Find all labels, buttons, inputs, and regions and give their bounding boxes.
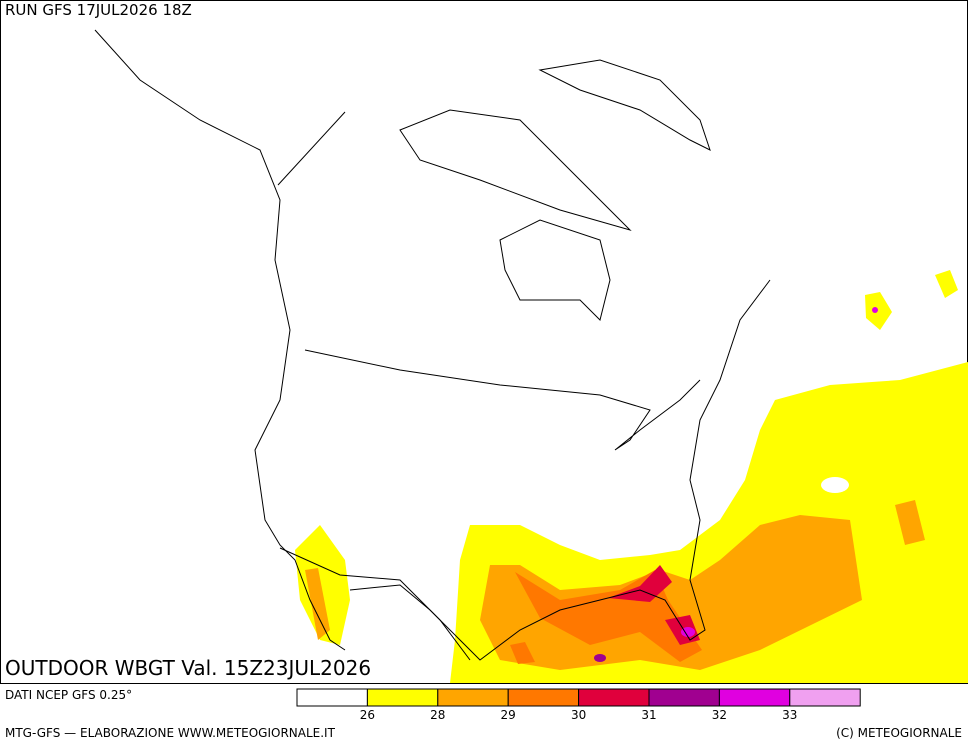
coastline	[538, 59, 711, 151]
field-yellow	[865, 292, 892, 330]
legend-swatch	[648, 688, 720, 707]
legend-tick-label: 32	[712, 708, 727, 722]
field-magenta	[681, 627, 695, 637]
coastline	[399, 109, 632, 232]
field-dark-orange	[510, 642, 535, 664]
legend-tick-label: 28	[430, 708, 445, 722]
map-title: OUTDOOR WBGT Val. 15Z23JUL2026	[5, 656, 371, 680]
legend-swatch	[437, 688, 509, 707]
legend-swatch	[578, 688, 650, 707]
legend-swatch	[718, 688, 791, 707]
legend-tick-label: 31	[641, 708, 656, 722]
coastline	[499, 219, 611, 321]
field-gap	[821, 477, 849, 493]
field-red	[608, 565, 672, 602]
legend-tick-label: 33	[782, 708, 797, 722]
field-magenta	[872, 307, 878, 313]
footer-left: MTG-GFS — ELABORAZIONE WWW.METEOGIORNALE…	[5, 726, 336, 740]
legend-tick-label: 26	[360, 708, 375, 722]
legend-tick-label: 30	[571, 708, 586, 722]
field-purple	[594, 654, 606, 662]
legend-tick-label: 29	[501, 708, 516, 722]
footer-right: (C) METEOGIORNALE	[836, 726, 962, 740]
legend-swatch	[789, 688, 861, 707]
coastline	[349, 279, 771, 661]
source-label: DATI NCEP GFS 0.25°	[5, 688, 132, 702]
legend: DATI NCEP GFS 0.25° 26 28 29 30 31 32 33	[5, 688, 861, 722]
field-orange	[305, 568, 330, 640]
legend-swatch	[507, 688, 580, 707]
run-label: RUN GFS 17JUL2026 18Z	[5, 1, 192, 19]
border	[304, 349, 701, 451]
field-yellow	[935, 270, 958, 298]
map: OUTDOOR WBGT Val. 15Z23JUL2026 RUN GFS 1…	[0, 0, 968, 684]
legend-swatch	[296, 688, 368, 707]
field-orange	[895, 500, 925, 545]
border	[279, 547, 471, 661]
coastline	[94, 29, 346, 651]
border	[277, 111, 346, 186]
legend-swatch	[366, 688, 439, 707]
field-yellow	[295, 525, 350, 645]
